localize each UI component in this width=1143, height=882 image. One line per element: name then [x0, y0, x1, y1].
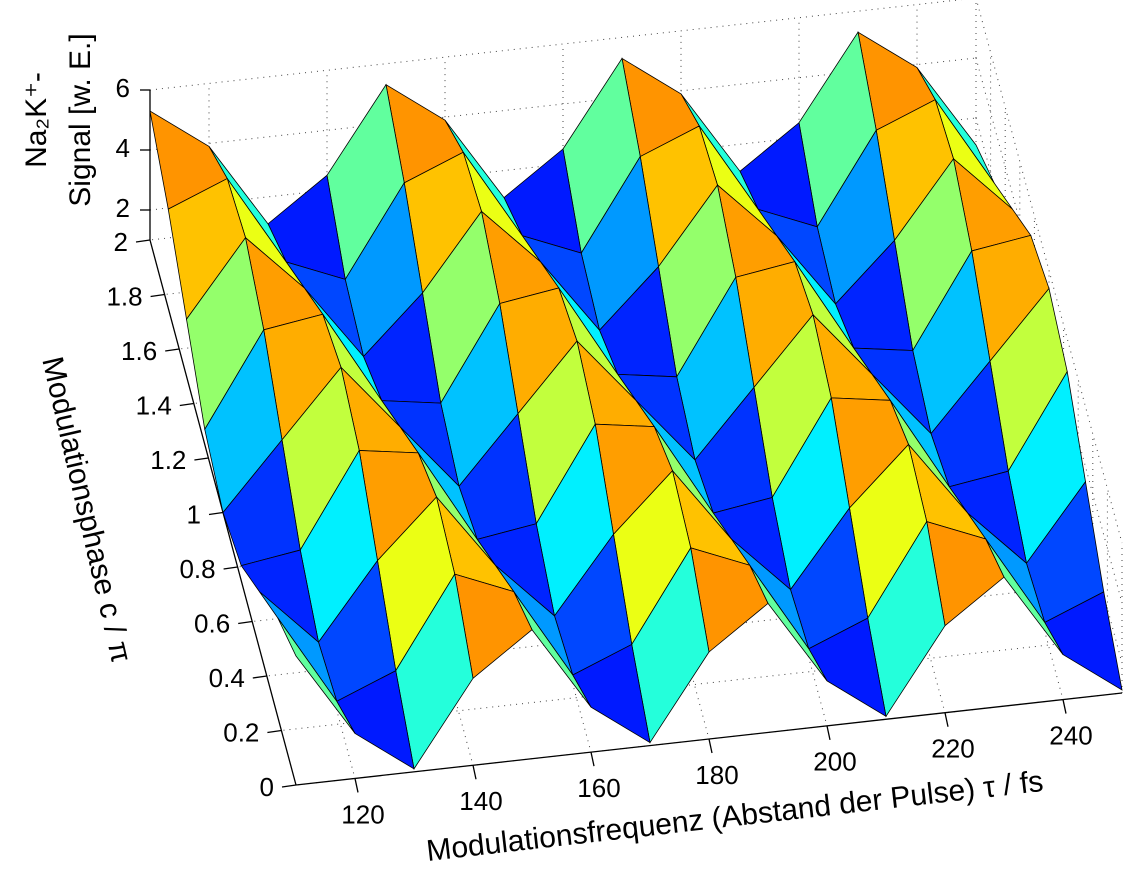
- x-tick-label: 240: [1049, 720, 1092, 750]
- x-tick-label: 200: [813, 747, 856, 777]
- grid-line: [149, 0, 963, 91]
- surface-patch: [277, 617, 356, 734]
- x-tick-label: 180: [695, 760, 738, 790]
- z-axis-label: Signal [w. E.]: [64, 33, 97, 206]
- y-axis-label: Modulationsphase c / π: [35, 354, 137, 666]
- y-tick-label: 0.4: [209, 663, 245, 693]
- y-tick: [194, 457, 209, 461]
- y-tick: [135, 239, 151, 243]
- y-tick-label: 0: [260, 772, 274, 802]
- x-tick: [590, 752, 595, 767]
- x-tick: [708, 738, 713, 754]
- y-tick-label: 2: [114, 227, 128, 257]
- x-tick: [472, 765, 477, 780]
- x-tick-label: 140: [459, 786, 502, 816]
- y-tick-label: 1.2: [150, 445, 186, 475]
- y-tick: [179, 402, 194, 407]
- z-tick-label: 6: [116, 73, 130, 103]
- y-tick-label: 1: [187, 499, 201, 529]
- x-tick-label: 220: [931, 734, 974, 764]
- grid-line: [149, 117, 977, 211]
- y-tick-label: 1.8: [106, 281, 142, 311]
- y-tick-label: 0.6: [194, 608, 230, 638]
- y-tick: [267, 729, 282, 734]
- grid-line: [281, 638, 1108, 731]
- y-tick: [223, 566, 238, 570]
- z-tick-label: 2: [116, 193, 130, 223]
- y-tick-label: 1.4: [136, 390, 172, 420]
- y-tick: [281, 784, 297, 788]
- y-tick: [238, 620, 253, 625]
- grid-line: [976, 0, 1123, 544]
- grid-line: [149, 57, 977, 151]
- x-tick: [354, 778, 359, 793]
- y-tick-label: 1.6: [121, 336, 157, 366]
- y-tick: [150, 293, 165, 298]
- y-tick: [252, 675, 267, 679]
- z-axis-label: Na₂K⁺-: [20, 72, 53, 168]
- x-tick-label: 120: [341, 799, 384, 829]
- y-tick-label: 0.2: [223, 717, 259, 747]
- z-tick-label: 4: [116, 133, 130, 163]
- y-tick: [208, 511, 224, 516]
- x-tick: [1062, 699, 1067, 714]
- x-tick-label: 160: [577, 773, 620, 803]
- x-tick: [944, 712, 949, 727]
- y-tick: [165, 348, 180, 352]
- x-tick: [826, 725, 831, 740]
- y-tick-label: 0.8: [179, 554, 215, 584]
